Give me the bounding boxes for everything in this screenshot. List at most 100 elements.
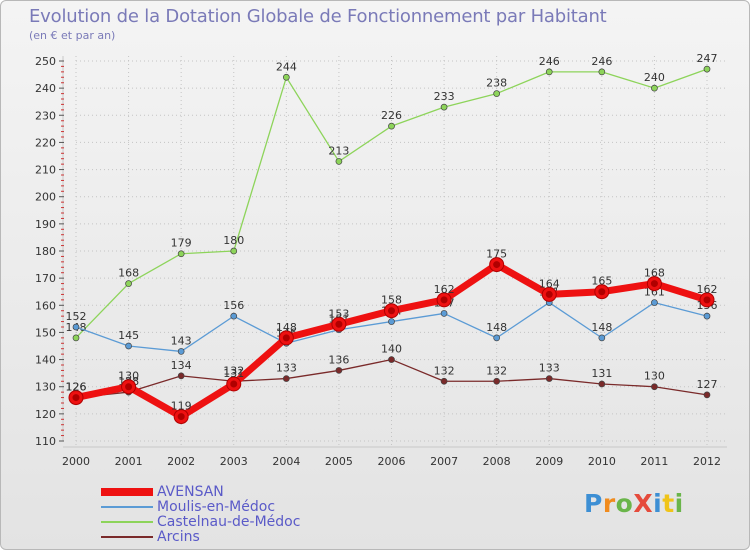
data-point-core-avensan <box>545 290 553 298</box>
x-tick-label: 2009 <box>535 455 563 468</box>
data-label-arcins: 130 <box>644 370 665 383</box>
data-point-core-avensan <box>440 296 448 304</box>
data-label-avensan: 164 <box>539 277 560 290</box>
y-tick-label: 150 <box>35 326 56 339</box>
data-label-arcins: 132 <box>223 364 244 377</box>
logo-letter: X <box>633 489 654 518</box>
data-label-avensan: 119 <box>171 400 192 413</box>
x-tick-label: 2007 <box>430 455 458 468</box>
logo-letter: i <box>674 489 684 518</box>
data-label-avensan: 131 <box>223 367 244 380</box>
y-tick-label: 210 <box>35 164 56 177</box>
logo-letter: P <box>584 489 603 518</box>
y-tick-label: 230 <box>35 109 56 122</box>
y-tick-label: 110 <box>35 435 56 448</box>
data-point-arcins <box>335 367 343 374</box>
data-label-arcins: 134 <box>171 359 192 372</box>
data-point-castelnau-de-m-doc <box>282 73 290 81</box>
y-tick-label: 180 <box>35 245 56 258</box>
data-point-core-avensan <box>125 383 133 391</box>
x-tick-label: 2005 <box>325 455 353 468</box>
data-point-core-avensan <box>388 307 395 315</box>
logo-letter: i <box>653 489 663 518</box>
y-tick-label: 140 <box>35 354 56 367</box>
data-point-castelnau-de-m-doc <box>125 280 132 287</box>
data-point-core-avensan <box>335 320 343 328</box>
data-label-arcins: 126 <box>66 381 87 394</box>
data-point-castelnau-de-m-doc <box>440 103 448 111</box>
legend-swatch-castelnau <box>101 521 153 523</box>
legend-label-arcins: Arcins <box>157 529 200 545</box>
data-point-castelnau-de-m-doc <box>545 68 553 76</box>
data-point-moulis-en-m-doc <box>440 310 448 317</box>
data-point-core-avensan <box>650 280 658 288</box>
x-tick-label: 2001 <box>115 455 143 468</box>
data-point-moulis-en-m-doc <box>703 312 711 320</box>
data-point-moulis-en-m-doc <box>177 348 185 355</box>
data-label-avensan: 153 <box>328 307 349 320</box>
x-tick-label: 2010 <box>588 455 616 468</box>
data-point-moulis-en-m-doc <box>72 323 80 331</box>
legend-swatch-moulis <box>101 506 153 508</box>
data-label-avensan: 126 <box>66 381 87 394</box>
data-label-castelnau-de-m-doc: 180 <box>223 234 244 247</box>
data-label-avensan: 148 <box>276 321 297 334</box>
logo-letter: o <box>615 489 634 518</box>
data-point-moulis-en-m-doc <box>388 318 395 325</box>
data-label-moulis-en-m-doc: 148 <box>591 321 612 334</box>
chart-title: Evolution de la Dotation Globale de Fonc… <box>29 6 607 27</box>
data-point-core-avensan <box>177 413 185 421</box>
data-label-arcins: 133 <box>539 362 560 375</box>
y-tick-label: 130 <box>35 381 56 394</box>
y-tick-label: 200 <box>35 191 56 204</box>
data-point-moulis-en-m-doc <box>230 312 238 320</box>
data-point-arcins <box>545 375 553 382</box>
data-point-arcins <box>282 375 290 382</box>
data-point-moulis-en-m-doc <box>651 299 658 306</box>
data-point-castelnau-de-m-doc <box>651 84 658 92</box>
data-label-avensan: 175 <box>486 248 507 261</box>
data-point-arcins <box>651 383 658 391</box>
data-label-moulis-en-m-doc: 156 <box>223 299 244 312</box>
chart-subtitle: (en € et par an) <box>29 29 116 42</box>
data-label-arcins: 136 <box>328 353 349 366</box>
x-tick-label: 2011 <box>640 455 668 468</box>
data-label-avensan: 165 <box>591 275 612 288</box>
legend-label-castelnau: Castelnau-de-Médoc <box>157 514 301 530</box>
data-point-core-avensan <box>72 394 80 402</box>
data-label-castelnau-de-m-doc: 238 <box>486 77 507 90</box>
data-point-moulis-en-m-doc <box>125 342 132 350</box>
data-label-arcins: 132 <box>486 364 507 377</box>
data-point-core-avensan <box>230 380 238 388</box>
data-point-castelnau-de-m-doc <box>388 122 395 130</box>
legend-label-moulis: Moulis-en-Médoc <box>157 499 276 515</box>
data-label-moulis-en-m-doc: 152 <box>66 310 87 323</box>
x-tick-label: 2002 <box>167 455 195 468</box>
data-label-moulis-en-m-doc: 145 <box>118 329 139 342</box>
data-label-arcins: 127 <box>697 378 718 391</box>
data-point-castelnau-de-m-doc <box>598 68 606 76</box>
data-label-castelnau-de-m-doc: 226 <box>381 109 402 122</box>
legend-swatch-arcins <box>101 536 153 538</box>
x-tick-label: 2004 <box>272 455 300 468</box>
data-point-castelnau-de-m-doc <box>335 158 343 165</box>
x-tick-label: 2006 <box>378 455 406 468</box>
data-point-castelnau-de-m-doc <box>230 247 238 255</box>
legend-label-avensan: AVENSAN <box>157 484 224 500</box>
data-point-core-avensan <box>282 334 290 342</box>
y-tick-label: 190 <box>35 218 56 231</box>
data-label-moulis-en-m-doc: 148 <box>486 321 507 334</box>
data-point-moulis-en-m-doc <box>493 334 501 342</box>
data-point-arcins <box>703 391 711 399</box>
y-tick-label: 240 <box>35 82 56 95</box>
data-point-castelnau-de-m-doc <box>493 90 501 97</box>
x-tick-label: 2008 <box>483 455 511 468</box>
data-point-castelnau-de-m-doc <box>703 65 711 73</box>
y-tick-label: 160 <box>35 299 56 312</box>
data-label-castelnau-de-m-doc: 247 <box>697 52 718 65</box>
x-tick-label: 2012 <box>693 455 721 468</box>
y-tick-label: 250 <box>35 55 56 68</box>
data-label-castelnau-de-m-doc: 240 <box>644 71 665 84</box>
